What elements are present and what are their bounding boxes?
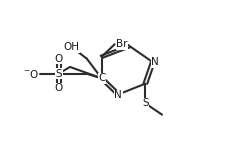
Text: N: N bbox=[114, 90, 122, 100]
Text: OH: OH bbox=[64, 42, 80, 52]
Text: S: S bbox=[55, 69, 62, 78]
Text: Br: Br bbox=[116, 39, 128, 49]
Text: S: S bbox=[142, 98, 149, 108]
Text: N: N bbox=[151, 57, 159, 67]
Text: O: O bbox=[55, 83, 63, 93]
Text: O: O bbox=[55, 54, 63, 64]
Text: $^{-}$O: $^{-}$O bbox=[23, 67, 39, 80]
Text: C: C bbox=[98, 73, 105, 83]
